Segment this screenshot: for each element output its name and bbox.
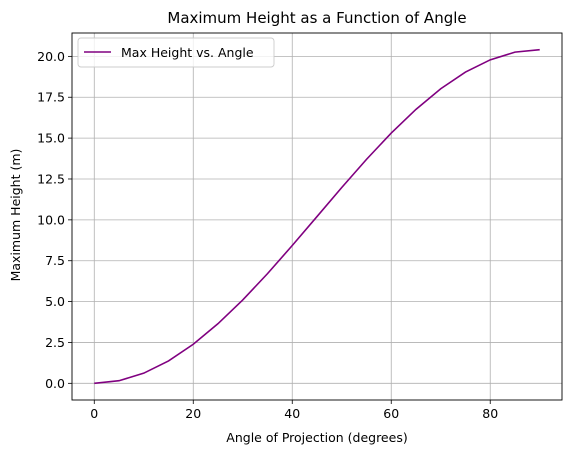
series-line-max-height [94, 48, 540, 385]
y-tick-label: 2.5 [45, 335, 65, 350]
x-tick-label: 20 [185, 406, 201, 421]
chart-title: Maximum Height as a Function of Angle [167, 9, 466, 27]
legend-box [77, 37, 275, 68]
y-tick-label: 12.5 [37, 171, 65, 186]
legend-label: Max Height vs. Angle [121, 45, 254, 60]
y-axis-ticks: 0.0 2.5 5.0 7.5 10.0 12.5 15.0 17.5 20.0 [37, 49, 72, 391]
y-tick-label: 10.0 [37, 212, 65, 227]
y-tick-label: 7.5 [45, 253, 65, 268]
y-axis-label: Maximum Height (m) [8, 149, 23, 282]
x-tick-label: 80 [482, 406, 498, 421]
x-tick-label: 60 [383, 406, 399, 421]
y-tick-label: 17.5 [37, 90, 65, 105]
x-tick-label: 40 [284, 406, 300, 421]
y-tick-label: 0.0 [45, 376, 65, 391]
x-tick-label: 0 [90, 406, 98, 421]
legend: Max Height vs. Angle [77, 37, 275, 68]
x-axis-label: Angle of Projection (degrees) [226, 430, 407, 445]
y-tick-label: 20.0 [37, 49, 65, 64]
x-axis-ticks: 0 20 40 60 80 [90, 400, 498, 421]
plot-frame [71, 32, 563, 401]
y-tick-label: 15.0 [37, 131, 65, 146]
grid [72, 33, 562, 400]
y-tick-label: 5.0 [45, 294, 65, 309]
